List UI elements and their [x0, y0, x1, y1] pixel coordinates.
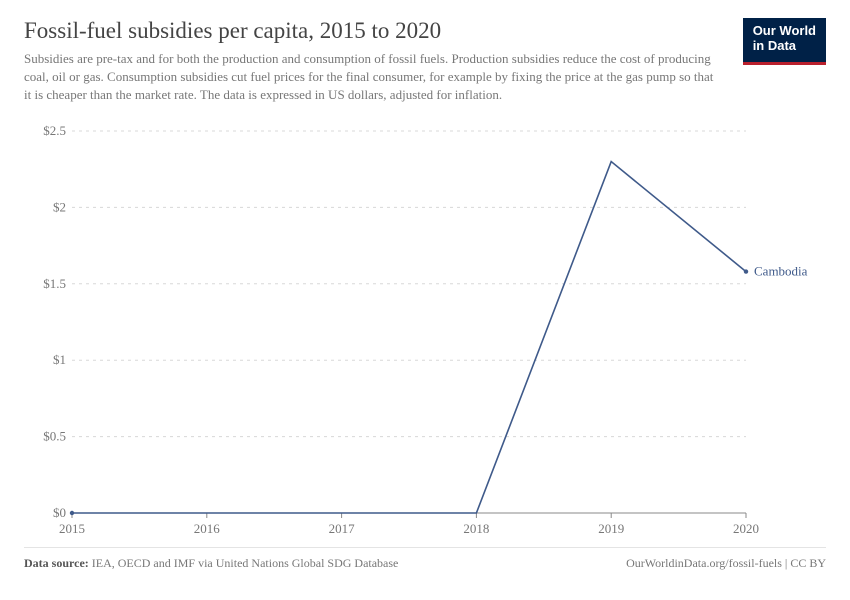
y-tick-label: $2.5 — [43, 123, 66, 138]
x-tick-label: 2016 — [194, 521, 221, 536]
data-source: Data source: IEA, OECD and IMF via Unite… — [24, 556, 398, 571]
source-link[interactable]: OurWorldinData.org/fossil-fuels — [626, 556, 782, 570]
y-tick-label: $2 — [53, 199, 66, 214]
x-tick-label: 2020 — [733, 521, 759, 536]
series-point — [744, 269, 748, 273]
license: CC BY — [790, 556, 826, 570]
attribution: OurWorldinData.org/fossil-fuels | CC BY — [626, 556, 826, 571]
chart-title: Fossil-fuel subsidies per capita, 2015 t… — [24, 18, 723, 44]
owid-logo: Our World in Data — [743, 18, 826, 65]
y-tick-label: $1.5 — [43, 275, 66, 290]
x-tick-label: 2018 — [463, 521, 489, 536]
x-tick-label: 2019 — [598, 521, 624, 536]
chart-area: $0 $0.5 $1 $1.5 $2 $2.5 2015 2016 2017 2018 2019 20… — [24, 121, 826, 541]
chart-footer: Data source: IEA, OECD and IMF via Unite… — [24, 547, 826, 571]
series-point — [70, 510, 74, 514]
y-tick-label: $1 — [53, 352, 66, 367]
y-tick-label: $0 — [53, 505, 66, 520]
y-tick-label: $0.5 — [43, 428, 66, 443]
x-tick-label: 2017 — [329, 521, 356, 536]
line-chart: $0 $0.5 $1 $1.5 $2 $2.5 2015 2016 2017 2018 2019 20… — [24, 121, 826, 541]
x-tick-label: 2015 — [59, 521, 85, 536]
series-line-cambodia — [72, 161, 746, 512]
chart-subtitle: Subsidies are pre-tax and for both the p… — [24, 50, 723, 105]
source-label: Data source: — [24, 556, 89, 570]
series-label-cambodia: Cambodia — [754, 263, 808, 278]
source-text: IEA, OECD and IMF via United Nations Glo… — [89, 556, 399, 570]
